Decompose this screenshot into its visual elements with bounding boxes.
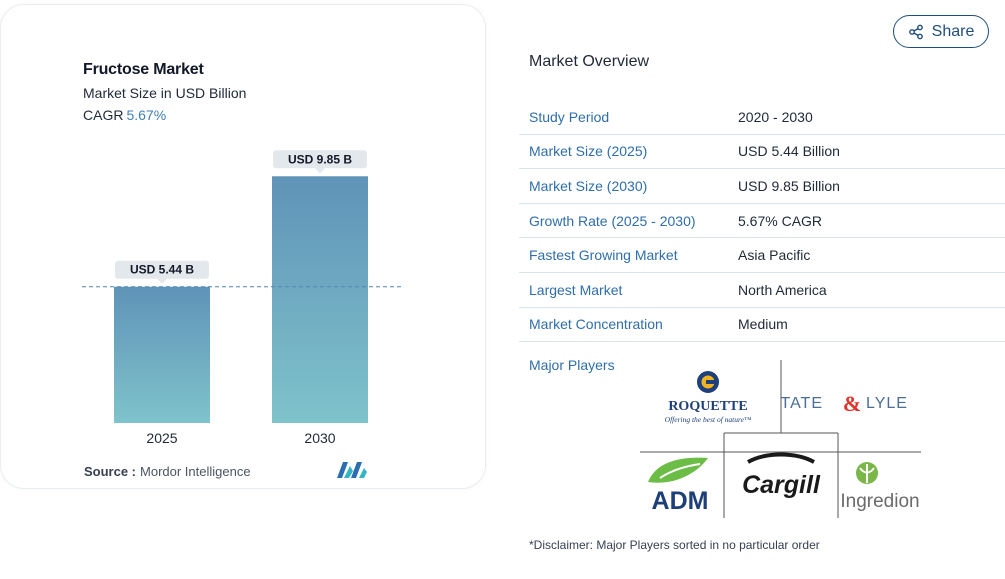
data-label: USD 9.85 B <box>288 152 352 166</box>
chart-subtitle: Market Size in USD Billion <box>83 85 247 101</box>
overview-row-study-period: Study Period 2020 - 2030 <box>519 100 1005 135</box>
adm-text: ADM <box>652 487 709 515</box>
tate-text: TATE <box>780 395 823 412</box>
cargill-text: Cargill <box>742 471 821 499</box>
major-players-label[interactable]: Major Players <box>529 357 615 373</box>
row-key[interactable]: Largest Market <box>529 281 623 298</box>
overview-row-market-size-2025: Market Size (2025) USD 5.44 Billion <box>519 135 1005 170</box>
cagr-label: CAGR <box>83 107 124 123</box>
overview-row-growth-rate: Growth Rate (2025 - 2030) 5.67% CAGR <box>519 204 1005 239</box>
source-label: Source : <box>84 464 137 479</box>
overview-row-market-size-2030: Market Size (2030) USD 9.85 Billion <box>519 169 1005 204</box>
ingredion-logo: Ingredion <box>840 462 920 512</box>
adm-logo: ADM <box>648 457 709 515</box>
data-label-pointer <box>157 278 167 284</box>
tate-and-lyle-logo: TATE & LYLE <box>780 391 908 416</box>
data-label-pointer <box>315 168 325 174</box>
cagr-value: 5.67% <box>126 107 167 123</box>
row-key[interactable]: Fastest Growing Market <box>529 247 678 264</box>
share-icon <box>908 24 923 39</box>
row-value: USD 9.85 Billion <box>738 177 840 194</box>
overview-row-largest-market: Largest Market North America <box>519 273 1005 308</box>
cagr-line: CAGR 5.67% <box>83 107 166 123</box>
row-value: 2020 - 2030 <box>738 108 813 125</box>
data-label: USD 5.44 B <box>130 263 194 277</box>
share-label: Share <box>931 22 975 40</box>
share-button[interactable]: Share <box>893 15 989 48</box>
ingredion-text: Ingredion <box>840 491 919 512</box>
roquette-logo: ROQUETTE Offering the best of nature™ <box>665 371 752 424</box>
row-key[interactable]: Market Concentration <box>529 316 663 333</box>
data-label-bg <box>273 150 367 169</box>
row-key[interactable]: Study Period <box>529 108 610 125</box>
lyle-text: LYLE <box>866 395 908 412</box>
row-key[interactable]: Market Size (2030) <box>529 177 648 194</box>
overview-row-concentration: Market Concentration Medium <box>519 308 1005 343</box>
major-players-logos: ROQUETTE Offering the best of nature™ TA… <box>640 360 921 518</box>
ampersand-icon: & <box>843 391 861 416</box>
row-value: Asia Pacific <box>738 247 811 264</box>
bar-2025 <box>114 286 210 423</box>
row-value: USD 5.44 Billion <box>738 143 840 160</box>
source-text: Mordor Intelligence <box>140 464 251 479</box>
cargill-logo: Cargill <box>742 452 821 499</box>
bar-chart: USD 5.44 B 2025 USD 9.85 B 2030 <box>82 150 402 446</box>
row-value: 5.67% CAGR <box>738 212 823 229</box>
data-label-bg <box>115 260 209 279</box>
x-tick-label: 2025 <box>146 430 177 446</box>
mordor-intelligence-logo <box>337 462 367 478</box>
chart-title: Fructose Market <box>83 61 204 78</box>
row-value: Medium <box>738 316 788 333</box>
source-note: Source : Mordor Intelligence <box>84 464 251 479</box>
row-value: North America <box>738 281 827 298</box>
row-key[interactable]: Market Size (2025) <box>529 143 648 160</box>
x-tick-label: 2030 <box>304 430 335 446</box>
overview-row-fastest-growing: Fastest Growing Market Asia Pacific <box>519 238 1005 273</box>
bar-2030 <box>272 176 368 423</box>
roquette-name: ROQUETTE <box>668 399 747 414</box>
overview-heading: Market Overview <box>529 53 650 70</box>
row-key[interactable]: Growth Rate (2025 - 2030) <box>529 212 696 229</box>
disclaimer: *Disclaimer: Major Players sorted in no … <box>529 538 820 552</box>
roquette-tagline: Offering the best of nature™ <box>665 415 752 424</box>
chart-card <box>0 4 486 489</box>
overview-table: Study Period 2020 - 2030 Market Size (20… <box>519 100 1005 343</box>
